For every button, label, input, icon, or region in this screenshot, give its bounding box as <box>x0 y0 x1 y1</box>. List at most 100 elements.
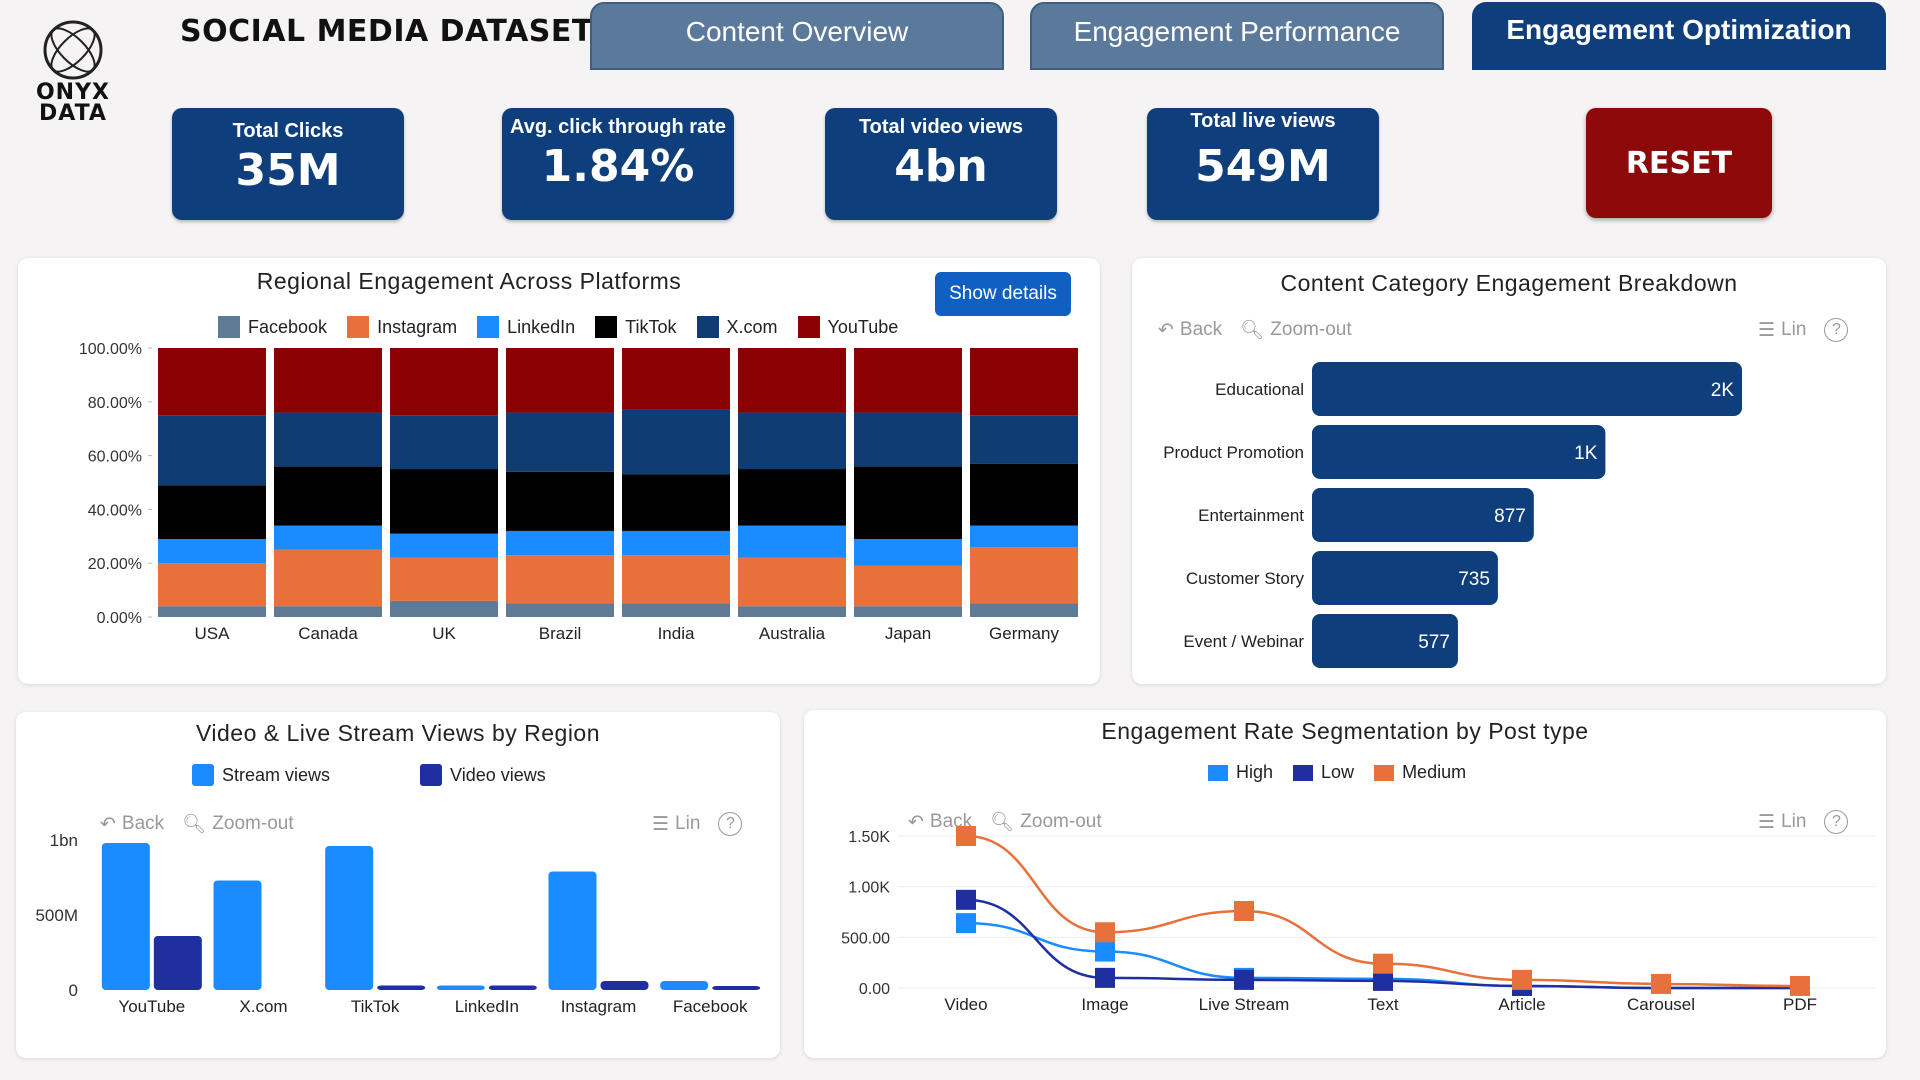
bar-segment-xcom <box>622 409 730 475</box>
back-button[interactable]: ↶ Back <box>100 813 164 836</box>
legend-swatch <box>347 316 370 338</box>
bar-segment-facebook <box>158 606 266 617</box>
legend-item-video-views: Video views <box>420 764 546 786</box>
bar-segment-linkedin <box>158 538 266 564</box>
zoom-out-button[interactable]: 🔍︎ Zoom-out <box>182 812 293 836</box>
bar-segment-youtube <box>854 348 962 413</box>
x-tick-label: X.com <box>239 997 287 1016</box>
list-icon: ☰ <box>652 813 670 835</box>
bar-segment-xcom <box>506 412 614 472</box>
x-tick-label: Live Stream <box>1199 995 1290 1014</box>
legend-label: High <box>1236 762 1274 782</box>
marker-medium <box>956 826 976 846</box>
bar-stream-views <box>213 880 262 990</box>
bar-segment-xcom <box>390 415 498 470</box>
bar-segment-linkedin <box>738 525 846 558</box>
lin-button[interactable]: ☰ Lin <box>1758 319 1806 342</box>
legend-item-stream-views: Stream views <box>192 764 330 786</box>
marker-low <box>1373 970 1393 991</box>
back-button[interactable]: ↶ Back <box>1158 319 1222 342</box>
category-label: Product Promotion <box>1163 443 1304 462</box>
regional-stacked-chart: 100.00% 80.00% 60.00% 40.00% 20.00% 0.00% USA C… <box>79 341 1078 643</box>
segmentation-toolbar-right: ☰ Lin ? <box>1758 810 1866 834</box>
legend-item-youtube: YouTube <box>797 316 898 338</box>
data-label: 577 <box>1418 632 1450 653</box>
y-tick-label: 0.00% <box>97 610 142 627</box>
bar-segment-youtube <box>390 348 498 416</box>
marker-medium <box>1095 922 1115 943</box>
zoom-out-button[interactable]: 🔍︎ Zoom-out <box>990 810 1101 834</box>
legend-swatch <box>696 316 719 338</box>
tab-engagement-performance[interactable]: Engagement Performance <box>1030 2 1444 70</box>
legend-item-xcom: X.com <box>696 316 778 338</box>
lin-label: Lin <box>1781 811 1807 832</box>
video-legend: Stream views Video views <box>192 764 566 786</box>
zoom-out-label: Zoom-out <box>1020 811 1102 832</box>
help-button[interactable]: ? <box>1824 810 1849 834</box>
data-label: 735 <box>1458 569 1490 590</box>
kpi-total-video-views: Total video views 4bn <box>825 108 1057 220</box>
legend-item-high: High <box>1208 762 1273 783</box>
legend-swatch <box>595 316 618 338</box>
legend-label: Stream views <box>222 764 331 785</box>
x-tick-label: Japan <box>885 624 931 643</box>
x-tick-label: Facebook <box>673 997 748 1016</box>
category-label: Entertainment <box>1198 506 1304 525</box>
bar-segment-tiktok <box>622 474 730 531</box>
reset-button[interactable]: RESET <box>1586 108 1772 218</box>
x-tick-label: Image <box>1081 995 1128 1014</box>
y-tick-label: 1.50K <box>848 829 890 846</box>
legend-swatch <box>1208 764 1228 781</box>
help-icon: ? <box>1831 321 1841 338</box>
y-tick-label: 80.00% <box>88 395 142 412</box>
bar-video-views <box>153 936 202 990</box>
tab-content-overview[interactable]: Content Overview <box>590 2 1004 70</box>
tab-engagement-optimization[interactable]: Engagement Optimization <box>1472 2 1886 70</box>
category-label: Educational <box>1215 380 1304 399</box>
x-tick-label: TikTok <box>351 997 400 1016</box>
x-tick-label: Video <box>944 995 987 1014</box>
logo-text-line1: ONYX <box>35 80 110 105</box>
marker-low <box>1095 967 1115 988</box>
category-bar-chart: Educational 2K Product Promotion 1K Entertai… <box>1163 362 1742 668</box>
marker-medium <box>1651 973 1671 994</box>
video-toolbar-right: ☰ Lin ? <box>652 812 760 836</box>
y-tick-label: 100.00% <box>79 341 142 358</box>
x-tick-label: USA <box>195 624 231 643</box>
y-tick-label: 1.00K <box>848 880 890 897</box>
segmentation-chart-title: Engagement Rate Segmentation by Post typ… <box>1101 718 1589 744</box>
category-bar <box>1312 362 1742 416</box>
data-label: 2K <box>1711 380 1735 401</box>
bar-segment-youtube <box>970 348 1078 416</box>
marker-low <box>956 889 976 910</box>
legend-label: X.com <box>726 316 778 337</box>
x-tick-label: Brazil <box>539 624 582 643</box>
legend-item-tiktok: TikTok <box>595 316 677 338</box>
list-icon: ☰ <box>1758 319 1776 341</box>
help-button[interactable]: ? <box>718 812 743 836</box>
bar-stream-views <box>660 981 709 990</box>
bar-stream-views <box>325 846 374 990</box>
bar-segment-instagram <box>390 557 498 601</box>
marker-low <box>1234 969 1254 990</box>
bar-segment-tiktok <box>970 463 1078 526</box>
help-button[interactable]: ? <box>1824 318 1849 342</box>
kpi-label: Avg. click through rate <box>510 116 726 138</box>
data-label: 1K <box>1574 443 1598 464</box>
x-tick-label: Article <box>1498 995 1545 1014</box>
lin-button[interactable]: ☰ Lin <box>652 813 700 836</box>
marker-high <box>956 913 976 934</box>
kpi-total-live-views: Total live views 549M <box>1147 108 1379 220</box>
bar-segment-instagram <box>622 555 730 604</box>
bar-segment-tiktok <box>506 471 614 531</box>
lin-button[interactable]: ☰ Lin <box>1758 811 1806 834</box>
onyx-logo: ONYX DATA <box>28 18 118 125</box>
bar-segment-instagram <box>506 555 614 604</box>
kpi-avg-ctr: Avg. click through rate 1.84% <box>502 108 734 220</box>
show-details-button[interactable]: Show details <box>935 272 1071 316</box>
zoom-out-button[interactable]: 🔍︎ Zoom-out <box>1240 318 1351 342</box>
bar-segment-linkedin <box>274 525 382 550</box>
bar-segment-instagram <box>274 549 382 607</box>
x-tick-label: India <box>658 624 695 643</box>
bar-segment-tiktok <box>854 466 962 539</box>
